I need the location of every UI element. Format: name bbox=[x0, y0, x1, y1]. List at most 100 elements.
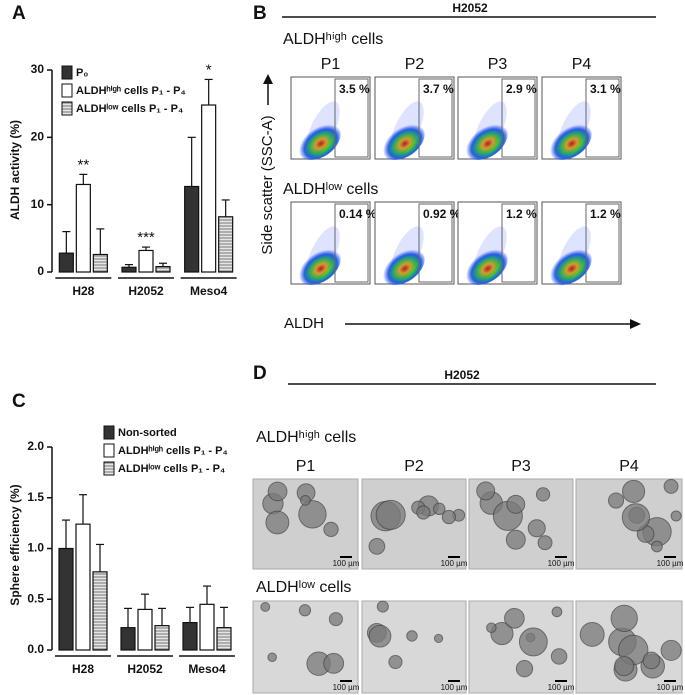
sphere bbox=[535, 487, 551, 502]
scale-label: 100 µm bbox=[333, 683, 360, 692]
gate bbox=[585, 203, 620, 283]
y-arrowhead bbox=[263, 74, 273, 84]
gate-percent: 0.14 % bbox=[339, 207, 377, 221]
sphere bbox=[433, 502, 446, 516]
y-tick-label: 0.0 bbox=[27, 642, 44, 656]
sphere bbox=[416, 505, 431, 520]
row-label: ALDHʰⁱᵍʰ cells bbox=[283, 31, 383, 48]
sphere bbox=[323, 652, 345, 674]
sphere bbox=[406, 630, 418, 642]
y-tick-label: 20 bbox=[31, 130, 45, 144]
panel-label: C bbox=[12, 391, 26, 412]
legend-swatch bbox=[61, 101, 73, 116]
scale-label: 100 µm bbox=[657, 559, 684, 568]
legend-label: P₀ bbox=[76, 67, 88, 79]
gate-percent: 1.2 % bbox=[506, 207, 537, 221]
y-tick-label: 0.5 bbox=[27, 591, 44, 605]
bar bbox=[155, 266, 171, 273]
sphere bbox=[300, 495, 311, 506]
bar bbox=[75, 523, 91, 651]
y-axis-label: Sphere efficiency (%) bbox=[8, 484, 22, 605]
density-halo bbox=[473, 226, 507, 282]
sphere bbox=[505, 529, 526, 550]
x-tick-label: H2052 bbox=[128, 284, 164, 298]
sphere bbox=[376, 600, 389, 613]
column-label: P4 bbox=[572, 56, 592, 73]
panel-title: H2052 bbox=[444, 368, 480, 382]
density-halo bbox=[557, 101, 591, 157]
sphere bbox=[537, 535, 553, 551]
sphere bbox=[441, 509, 456, 525]
bar bbox=[182, 621, 198, 651]
column-label: P3 bbox=[488, 56, 508, 73]
y-tick-label: 1.0 bbox=[27, 541, 44, 555]
density-cloud bbox=[548, 246, 592, 286]
x-tick-label: H28 bbox=[72, 284, 94, 298]
sphere bbox=[663, 478, 679, 494]
sphere bbox=[527, 519, 546, 538]
sphere bbox=[298, 500, 327, 529]
density-halo bbox=[473, 101, 507, 157]
significance: * bbox=[206, 61, 212, 78]
bar bbox=[216, 627, 232, 651]
density-cloud bbox=[297, 121, 341, 161]
sphere bbox=[267, 652, 277, 662]
bar bbox=[199, 603, 215, 651]
density-cloud bbox=[464, 246, 508, 286]
x-tick-label: H28 bbox=[72, 662, 94, 676]
sphere bbox=[642, 651, 661, 670]
sphere bbox=[368, 624, 392, 648]
sphere bbox=[260, 602, 271, 612]
sphere bbox=[551, 606, 563, 618]
sphere bbox=[506, 494, 526, 514]
y-tick-label: 1.5 bbox=[27, 490, 44, 504]
gate bbox=[501, 203, 536, 283]
y-tick-label: 0 bbox=[37, 264, 44, 278]
gate bbox=[585, 78, 620, 158]
sphere bbox=[515, 660, 534, 678]
y-axis-label: ALDH activity (%) bbox=[8, 120, 22, 220]
scale-label: 100 µm bbox=[657, 683, 684, 692]
legend-swatch bbox=[61, 65, 73, 80]
legend-label: ALDHʰⁱᵍʰ cells P₁ - P₄ bbox=[118, 444, 228, 457]
gate-percent: 3.7 % bbox=[423, 82, 454, 96]
gate bbox=[334, 78, 369, 158]
bar bbox=[201, 104, 217, 273]
gate-percent: 3.1 % bbox=[590, 82, 621, 96]
row-label: ALDHˡᵒʷ cells bbox=[283, 181, 378, 198]
panel-label: A bbox=[12, 3, 26, 24]
bar bbox=[75, 183, 91, 273]
legend-swatch bbox=[103, 461, 115, 476]
column-label: P1 bbox=[296, 458, 316, 475]
significance: *** bbox=[137, 229, 155, 246]
sphere bbox=[621, 503, 650, 532]
bar bbox=[58, 547, 74, 651]
gate bbox=[334, 203, 369, 283]
sphere bbox=[607, 492, 625, 509]
scale-label: 100 µm bbox=[548, 559, 575, 568]
gate-percent: 1.2 % bbox=[590, 207, 621, 221]
density-halo bbox=[306, 226, 340, 282]
column-label: P2 bbox=[404, 458, 424, 475]
x-arrowhead bbox=[630, 319, 641, 329]
y-tick-label: 10 bbox=[31, 197, 45, 211]
density-halo bbox=[390, 101, 424, 157]
micrograph bbox=[361, 600, 467, 694]
legend-swatch bbox=[61, 83, 73, 98]
sphere bbox=[298, 604, 312, 617]
significance: ** bbox=[77, 156, 89, 173]
x-tick-label: Meso4 bbox=[188, 662, 226, 676]
gate bbox=[418, 203, 453, 283]
scale-label: 100 µm bbox=[333, 559, 360, 568]
y-tick-label: 30 bbox=[31, 62, 45, 76]
gate-percent: 3.5 % bbox=[339, 82, 370, 96]
scale-label: 100 µm bbox=[548, 683, 575, 692]
column-label: P4 bbox=[619, 458, 639, 475]
sphere bbox=[579, 621, 605, 647]
panel-label: B bbox=[253, 3, 267, 24]
sphere bbox=[550, 648, 568, 665]
density-halo bbox=[390, 226, 424, 282]
gate bbox=[418, 78, 453, 158]
sphere bbox=[267, 481, 288, 502]
